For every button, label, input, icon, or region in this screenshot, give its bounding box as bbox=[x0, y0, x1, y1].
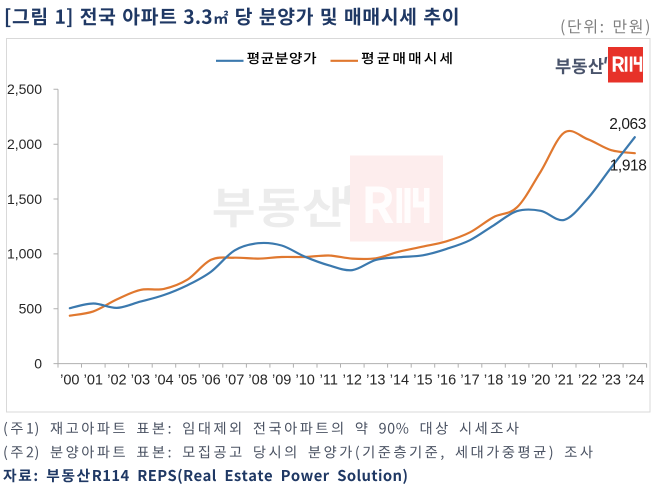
svg-text:1,000: 1,000 bbox=[7, 246, 42, 262]
svg-text:’17: ’17 bbox=[460, 373, 479, 389]
svg-text:’06: ’06 bbox=[201, 373, 220, 389]
svg-text:’05: ’05 bbox=[178, 373, 197, 389]
svg-text:’03: ’03 bbox=[131, 373, 150, 389]
svg-text:’14: ’14 bbox=[390, 373, 409, 389]
svg-text:’12: ’12 bbox=[343, 373, 362, 389]
svg-text:1,500: 1,500 bbox=[7, 191, 42, 207]
svg-text:’13: ’13 bbox=[366, 373, 385, 389]
svg-text:’08: ’08 bbox=[248, 373, 267, 389]
svg-text:’20: ’20 bbox=[531, 373, 550, 389]
svg-text:’07: ’07 bbox=[225, 373, 244, 389]
svg-text:’21: ’21 bbox=[555, 373, 574, 389]
svg-text:’04: ’04 bbox=[154, 373, 173, 389]
svg-text:’00: ’00 bbox=[60, 373, 79, 389]
svg-text:2,000: 2,000 bbox=[7, 136, 42, 152]
svg-text:2,500: 2,500 bbox=[7, 81, 42, 97]
svg-text:1,918: 1,918 bbox=[610, 158, 647, 175]
svg-text:2,063: 2,063 bbox=[609, 116, 646, 133]
svg-text:0: 0 bbox=[34, 355, 42, 371]
svg-text:’15: ’15 bbox=[413, 373, 432, 389]
svg-text:’01: ’01 bbox=[84, 373, 103, 389]
svg-text:’11: ’11 bbox=[320, 373, 338, 389]
svg-text:’02: ’02 bbox=[107, 373, 126, 389]
svg-text:500: 500 bbox=[19, 301, 43, 317]
svg-text:’10: ’10 bbox=[296, 373, 315, 389]
svg-text:’23: ’23 bbox=[602, 373, 621, 389]
svg-text:’24: ’24 bbox=[625, 373, 644, 389]
svg-text:’18: ’18 bbox=[484, 373, 503, 389]
svg-text:’22: ’22 bbox=[578, 373, 597, 389]
svg-text:’09: ’09 bbox=[272, 373, 291, 389]
svg-text:’16: ’16 bbox=[437, 373, 456, 389]
svg-text:’19: ’19 bbox=[507, 373, 526, 389]
